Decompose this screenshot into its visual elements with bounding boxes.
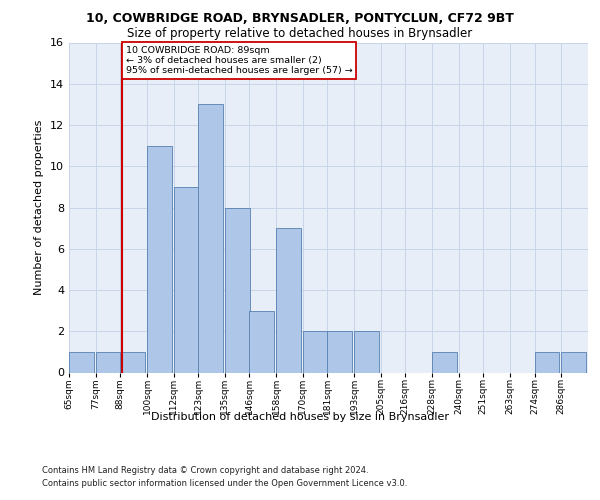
Bar <box>96 352 121 372</box>
Text: Size of property relative to detached houses in Brynsadler: Size of property relative to detached ho… <box>127 28 473 40</box>
Bar <box>120 352 145 372</box>
Text: Distribution of detached houses by size in Brynsadler: Distribution of detached houses by size … <box>151 412 449 422</box>
Text: Contains HM Land Registry data © Crown copyright and database right 2024.: Contains HM Land Registry data © Crown c… <box>42 466 368 475</box>
Y-axis label: Number of detached properties: Number of detached properties <box>34 120 44 295</box>
Text: Contains public sector information licensed under the Open Government Licence v3: Contains public sector information licen… <box>42 479 407 488</box>
Bar <box>198 104 223 372</box>
Bar <box>432 352 457 372</box>
Text: 10 COWBRIDGE ROAD: 89sqm
← 3% of detached houses are smaller (2)
95% of semi-det: 10 COWBRIDGE ROAD: 89sqm ← 3% of detache… <box>126 46 353 76</box>
Bar <box>250 310 274 372</box>
Bar <box>303 331 328 372</box>
Bar <box>225 208 250 372</box>
Bar <box>328 331 352 372</box>
Bar <box>147 146 172 372</box>
Text: 10, COWBRIDGE ROAD, BRYNSADLER, PONTYCLUN, CF72 9BT: 10, COWBRIDGE ROAD, BRYNSADLER, PONTYCLU… <box>86 12 514 26</box>
Bar <box>354 331 379 372</box>
Bar <box>535 352 559 372</box>
Bar <box>69 352 94 372</box>
Bar <box>276 228 301 372</box>
Bar <box>173 187 199 372</box>
Bar <box>561 352 586 372</box>
